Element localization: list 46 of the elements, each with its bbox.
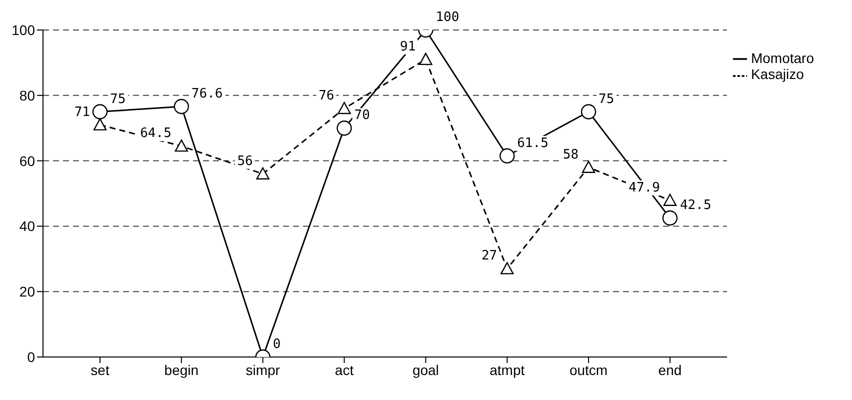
- point: [336, 120, 352, 136]
- point: [92, 104, 108, 120]
- data-label: 76: [318, 88, 334, 104]
- data-label: 64.5: [140, 126, 172, 142]
- point: [174, 139, 188, 152]
- data-label: 75: [110, 92, 126, 107]
- legend-label: Kasajizo: [750, 66, 804, 82]
- legend-label: Momotaro: [750, 50, 814, 66]
- point: [174, 98, 190, 114]
- x-tick-label: act: [334, 362, 354, 378]
- point: [500, 148, 515, 164]
- y-tick-label: 20: [19, 284, 36, 300]
- x-tick-label: set: [90, 362, 110, 378]
- data-label: 56: [237, 154, 253, 169]
- data-label: 70: [354, 108, 370, 124]
- data-label: 42.5: [680, 198, 712, 214]
- x-tick-label: begin: [164, 362, 199, 378]
- data-label: 91: [400, 39, 416, 54]
- x-tick-label: goal: [412, 362, 439, 378]
- point: [256, 167, 270, 180]
- point: [419, 52, 432, 66]
- data-label: 76.6: [191, 86, 223, 102]
- point: [663, 194, 677, 206]
- data-label: 27: [481, 248, 498, 264]
- data-label: 47.9: [628, 180, 660, 196]
- y-tick-label: 60: [19, 152, 36, 169]
- data-label: 58: [562, 147, 579, 162]
- x-tick-label: outcm: [569, 362, 608, 378]
- data-label: 71: [74, 104, 90, 120]
- data-label: 75: [598, 92, 614, 107]
- data-label: 0: [272, 337, 281, 352]
- y-tick-label: 100: [12, 22, 36, 38]
- data-label: 61.5: [517, 136, 548, 151]
- point: [500, 262, 514, 274]
- point: [338, 102, 351, 114]
- x-tick-label: atmpt: [490, 362, 525, 378]
- point: [93, 118, 107, 130]
- y-tick-label: 40: [19, 218, 36, 234]
- y-tick-label: 0: [27, 348, 36, 365]
- y-tick-label: 80: [19, 87, 36, 104]
- x-tick-label: end: [658, 362, 682, 378]
- point: [580, 104, 596, 120]
- x-tick-label: simpr: [246, 362, 280, 378]
- point: [582, 160, 596, 173]
- point: [662, 210, 678, 226]
- data-label: 100: [436, 10, 460, 25]
